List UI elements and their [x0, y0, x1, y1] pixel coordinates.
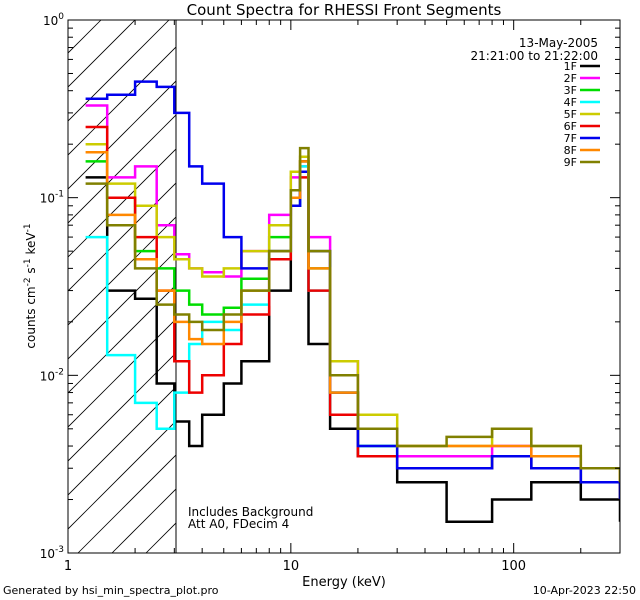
legend-label: 6F	[564, 120, 577, 133]
hatch-line	[68, 386, 176, 496]
hatch-line	[68, 352, 176, 462]
series-group	[85, 80, 620, 523]
y-tick-label: 10-2	[40, 367, 64, 383]
x-tick-label: 100	[501, 559, 526, 574]
legend-label: 7F	[564, 132, 577, 145]
series-line-8F	[85, 151, 620, 483]
date-label: 13-May-2005	[519, 36, 598, 50]
legend-label: 9F	[564, 156, 577, 169]
annotation-background: Includes Background	[188, 505, 313, 519]
hatch-line	[68, 250, 176, 360]
x-axis: 1 10 100	[64, 20, 621, 574]
legend-label: 3F	[564, 84, 577, 97]
legend-label: 1F	[564, 60, 577, 73]
plot-frame	[67, 19, 621, 554]
hatch-line	[68, 216, 176, 326]
y-tick-label: 100	[43, 12, 64, 28]
legend-label: 8F	[564, 144, 577, 157]
y-label-exponent: -2	[23, 277, 33, 286]
series-line-4F	[85, 165, 620, 500]
y-tick-label: 10-1	[40, 190, 64, 206]
hatch-line	[68, 114, 176, 224]
hatch-line	[68, 284, 176, 394]
chart-title: Count Spectra for RHESSI Front Segments	[187, 1, 502, 19]
hatch-line	[68, 80, 176, 190]
y-axis-label: counts cm-2 s-1 keV-1	[23, 223, 38, 348]
y-label-exponent: -1	[23, 258, 33, 267]
hatch-line	[77, 454, 176, 553]
legend-label: 2F	[564, 72, 577, 85]
y-axis: 10-3 10-2 10-1 100	[40, 12, 620, 561]
x-tick-label: 1	[64, 559, 72, 574]
y-label-part: keV	[24, 232, 38, 259]
y-label-part: s	[24, 267, 38, 277]
series-line-3F	[85, 160, 620, 500]
y-label-exponent: -1	[23, 223, 33, 232]
x-axis-label: Energy (keV)	[302, 575, 386, 590]
generated-by-label: Generated by hsi_min_spectra_plot.pro	[3, 584, 219, 597]
hatch-line	[68, 318, 176, 428]
y-tick-label: 10-3	[40, 545, 64, 561]
time-range-label: 21:21:00 to 21:22:00	[471, 49, 598, 63]
annotation-attenuator: Att A0, FDecim 4	[188, 517, 289, 531]
series-line-6F	[85, 125, 620, 500]
hatch-line	[68, 182, 176, 292]
series-line-9F	[85, 146, 620, 483]
hatch-line	[68, 20, 170, 122]
y-label-part: counts cm	[24, 286, 38, 348]
x-tick-label: 10	[283, 559, 300, 574]
series-line-2F	[85, 104, 620, 500]
legend-label: 5F	[564, 108, 577, 121]
hatch-line	[68, 148, 176, 258]
timestamp-label: 10-Apr-2023 22:50	[533, 584, 636, 597]
hatch-line	[111, 488, 176, 553]
hatch-line	[68, 46, 176, 156]
hatch-line	[68, 420, 176, 530]
legend-label: 4F	[564, 96, 577, 109]
